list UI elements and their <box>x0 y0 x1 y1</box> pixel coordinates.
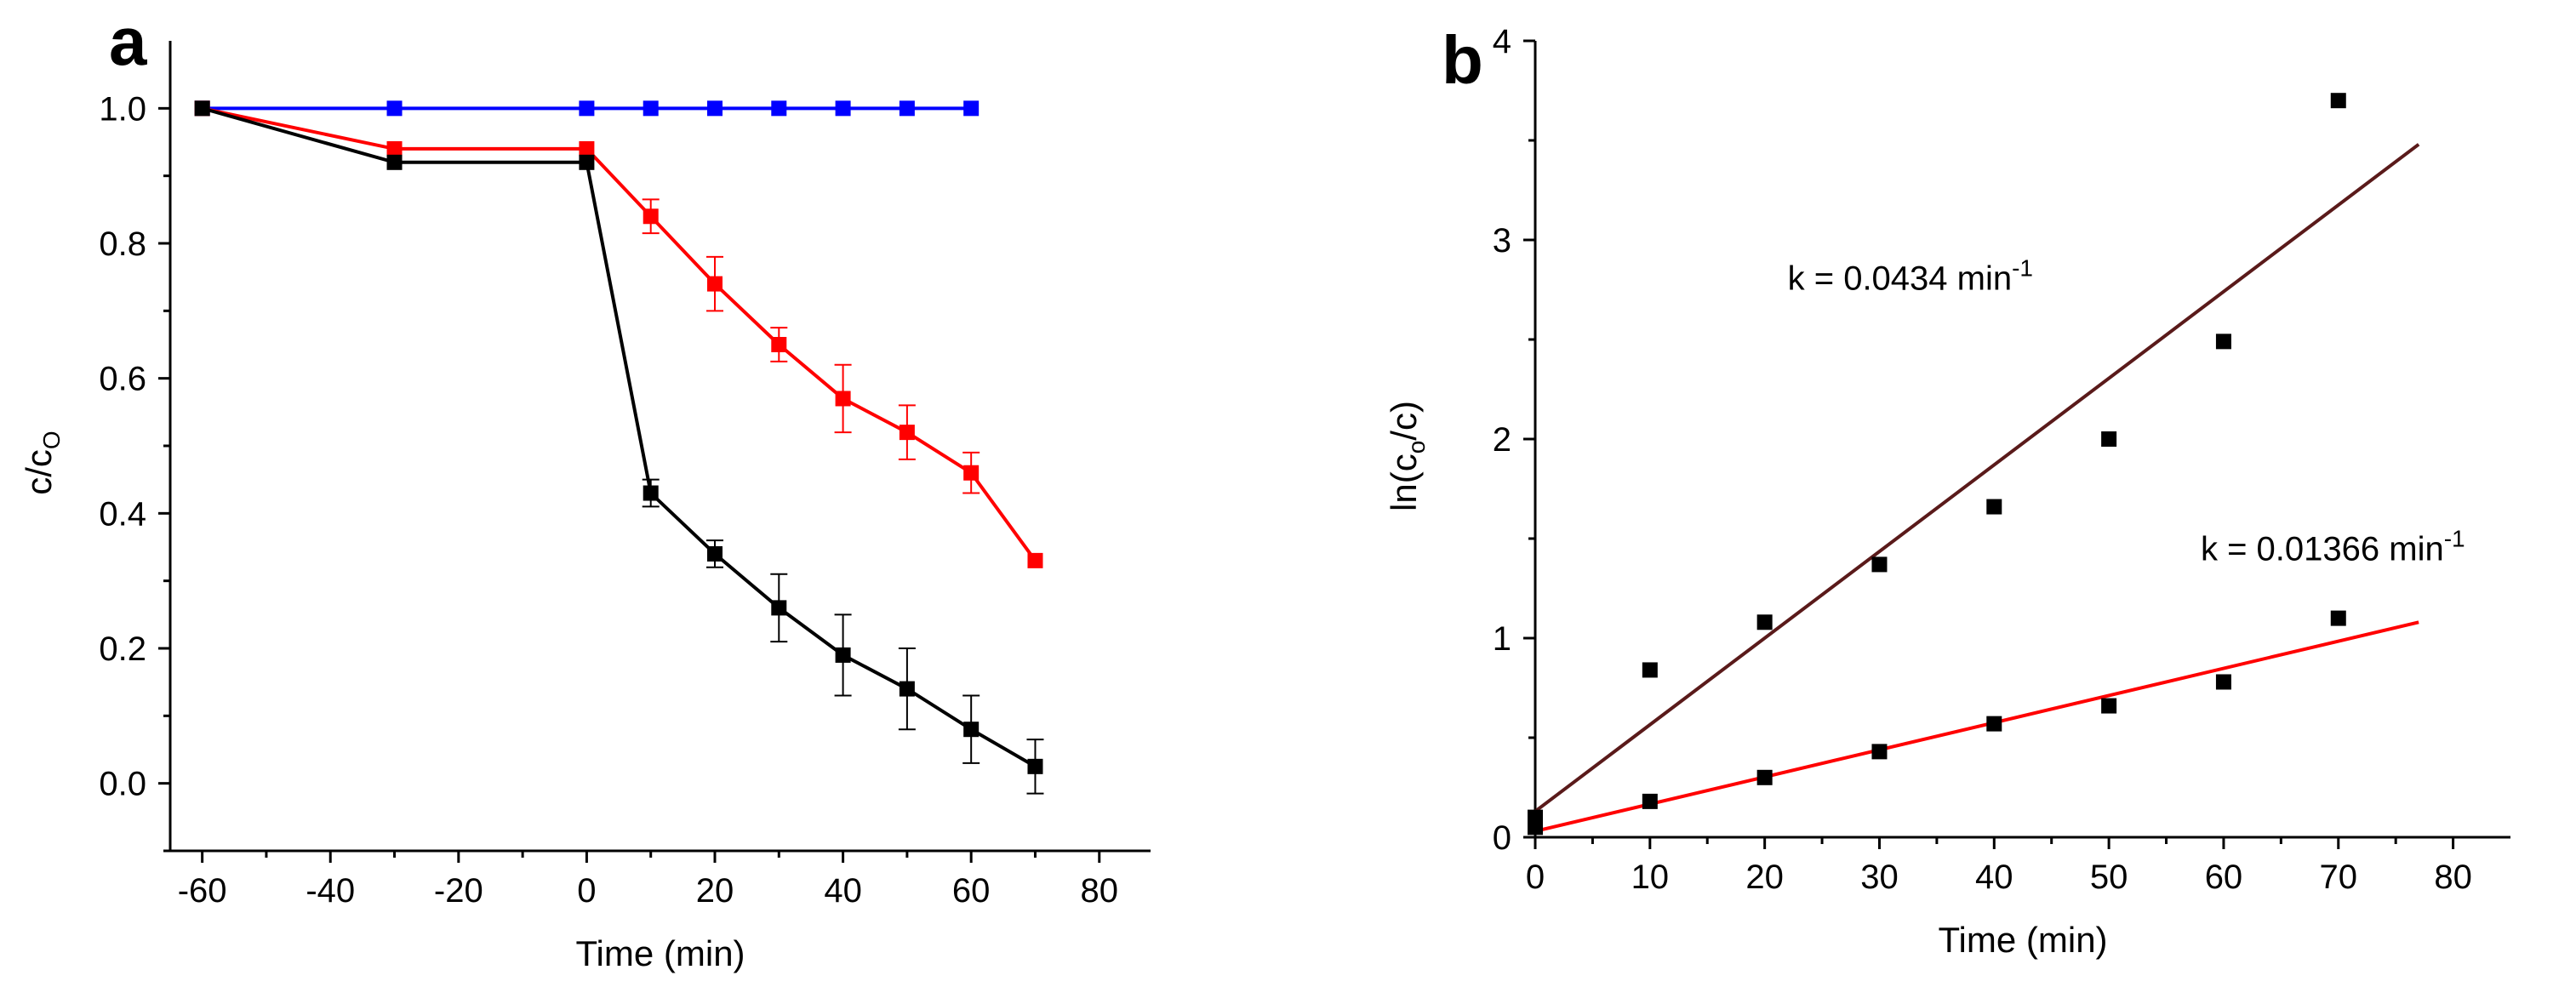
x-tick-label: 50 <box>2090 859 2128 896</box>
data-point <box>1642 793 1658 809</box>
data-point <box>707 100 723 117</box>
data-point <box>963 722 980 738</box>
y-axis-label: c/cO <box>19 431 65 494</box>
data-point <box>1756 614 1773 630</box>
x-tick-label: 40 <box>1975 859 2013 896</box>
series-0: k = 0.0434 min-1 <box>1528 93 2420 825</box>
series-line <box>202 106 1037 768</box>
y-tick-label: 0.0 <box>99 766 146 803</box>
y-tick-label: 3 <box>1493 222 1511 260</box>
x-tick-label: 70 <box>2320 859 2358 896</box>
x-tick-label: -40 <box>306 872 355 910</box>
data-point <box>2215 674 2231 690</box>
data-point <box>194 100 210 117</box>
rate-constant-annotation: k = 0.0434 min-1 <box>1788 255 2033 298</box>
x-tick-label: 60 <box>952 872 991 910</box>
fit-line <box>1534 620 2419 833</box>
series-1 <box>194 100 1043 568</box>
x-tick-label: 30 <box>1860 859 1899 896</box>
data-point <box>2330 93 2346 109</box>
data-point <box>2101 431 2117 447</box>
x-tick-label: 80 <box>2434 859 2472 896</box>
y-tick-label: 0.2 <box>99 630 146 668</box>
y-tick-label: 1.0 <box>99 90 146 128</box>
panel-label-b: b <box>1442 22 1483 98</box>
x-axis-label: Time (min) <box>1938 920 2107 960</box>
data-point <box>899 425 915 441</box>
data-point <box>579 154 595 170</box>
data-point <box>899 100 915 117</box>
x-tick-label: 40 <box>824 872 862 910</box>
x-tick-label: 0 <box>1526 859 1545 896</box>
data-point <box>707 545 723 562</box>
data-point <box>2330 610 2346 626</box>
data-point <box>2215 334 2231 350</box>
data-point <box>1642 662 1658 678</box>
data-point <box>771 600 787 616</box>
data-point <box>579 100 595 117</box>
x-tick-label: -20 <box>434 872 483 910</box>
data-point <box>1986 499 2002 515</box>
data-point <box>899 681 915 697</box>
series-line <box>202 106 1037 562</box>
data-point <box>386 154 403 170</box>
series-2 <box>194 100 1044 795</box>
x-tick-label: 0 <box>577 872 596 910</box>
rate-constant-annotation: k = 0.01366 min-1 <box>2201 526 2465 568</box>
series-1: k = 0.01366 min-1 <box>1528 526 2465 836</box>
data-point <box>1528 819 1543 836</box>
y-tick-label: 0.8 <box>99 225 146 263</box>
data-point <box>643 208 659 225</box>
y-axis-label: ln(co/c) <box>1384 401 1430 511</box>
data-point <box>835 100 851 117</box>
data-point <box>963 100 980 117</box>
data-point <box>771 100 787 117</box>
data-point <box>386 100 403 117</box>
data-point <box>1871 556 1888 573</box>
data-point <box>2101 698 2117 714</box>
panel-label-a: a <box>109 3 147 79</box>
data-point <box>1871 744 1888 760</box>
data-point <box>1756 769 1773 785</box>
data-point <box>835 391 851 407</box>
data-point <box>707 276 723 292</box>
data-point <box>963 465 980 481</box>
data-point <box>771 337 787 352</box>
x-tick-label: 60 <box>2205 859 2243 896</box>
y-tick-label: 0.6 <box>99 361 146 398</box>
series-0 <box>194 100 980 117</box>
chart-panel-a: -60 -40 -20 0 20 40 60 80 0.0 0.2 0.4 0.6 0.8 1.0 Time… <box>19 41 1151 973</box>
data-point <box>579 140 595 157</box>
data-point <box>643 485 659 501</box>
fit-line <box>1534 143 2420 813</box>
x-tick-label: 10 <box>1631 859 1670 896</box>
y-tick-label: 1 <box>1493 620 1511 658</box>
x-tick-label: 20 <box>1745 859 1784 896</box>
data-point <box>1986 716 2002 732</box>
data-point <box>386 140 403 157</box>
data-point <box>1027 552 1043 568</box>
chart-panel-b: 0 10 20 30 40 50 60 70 80 0 1 2 3 4 Time (min) ln(co/c)… <box>1384 23 2510 960</box>
x-tick-label: -60 <box>178 872 227 910</box>
x-tick-label: 80 <box>1081 872 1119 910</box>
y-tick-label: 0 <box>1493 819 1511 857</box>
x-tick-label: 20 <box>696 872 734 910</box>
y-tick-label: 4 <box>1493 23 1511 60</box>
data-point <box>643 100 659 117</box>
y-tick-label: 0.4 <box>99 495 146 533</box>
x-axis-label: Time (min) <box>575 933 745 973</box>
data-point <box>835 647 851 663</box>
data-point <box>1027 758 1043 774</box>
y-tick-label: 2 <box>1493 421 1511 459</box>
